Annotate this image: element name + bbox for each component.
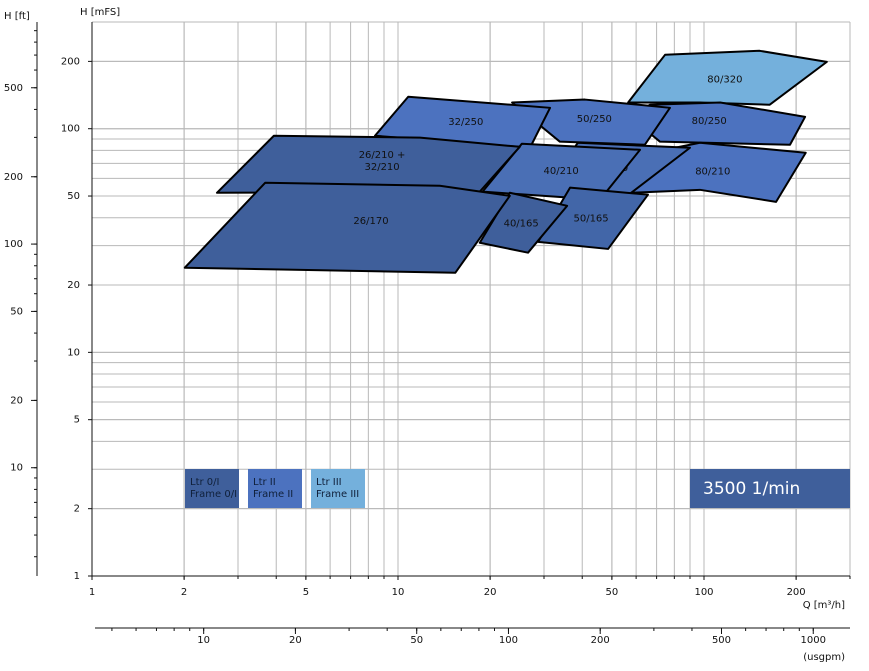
region-label: 32/250 [448, 117, 483, 128]
y2-tick-label: 50 [10, 306, 23, 317]
x-tick-label: 100 [694, 587, 713, 598]
legend-label: Ltr II [253, 477, 276, 488]
x2-tick-label: 100 [499, 635, 518, 646]
operating-region [183, 181, 511, 274]
legend-label: Ltr III [316, 477, 342, 488]
x2-tick-label: 1000 [801, 635, 826, 646]
y2-tick-label: 10 [10, 463, 23, 474]
region-label: 80/320 [707, 75, 742, 86]
y2-tick-label: 200 [4, 172, 23, 183]
speed-box [690, 469, 850, 508]
legend-label: Frame 0/I [190, 489, 237, 500]
legend-swatch [185, 469, 239, 508]
legend-label: Ltr 0/I [190, 477, 219, 488]
region-label: 26/170 [353, 216, 388, 227]
y-tick-label: 200 [61, 56, 80, 67]
y-tick-label: 10 [67, 347, 80, 358]
region-label: 80/250 [692, 116, 727, 127]
y-tick-label: 20 [67, 280, 80, 291]
region-label: 80/210 [695, 167, 730, 178]
operating-region [628, 101, 807, 146]
speed-label: 3500 1/min [703, 479, 800, 499]
x-tick-label: 2 [181, 587, 187, 598]
region-label: 40/165 [504, 219, 539, 230]
y-tick-label: 50 [67, 191, 80, 202]
legend-swatch [311, 469, 365, 508]
region-label: 50/165 [573, 213, 608, 224]
x2-tick-label: 20 [289, 635, 302, 646]
x-axis-title: Q [m³/h] [803, 600, 845, 611]
y2-tick-label: 20 [10, 395, 23, 406]
region-label: 32/210 [364, 162, 399, 173]
x-tick-label: 10 [392, 587, 405, 598]
y-tick-label: 1 [74, 571, 80, 582]
legend-label: Frame II [253, 489, 293, 500]
x2-tick-label: 200 [591, 635, 610, 646]
region-label: 50/250 [577, 114, 612, 125]
legend-swatch [248, 469, 302, 508]
x-tick-label: 1 [89, 587, 95, 598]
x2-tick-label: 10 [197, 635, 210, 646]
region-label: 26/210 + [359, 150, 406, 161]
y-tick-label: 100 [61, 124, 80, 135]
y2-tick-label: 500 [4, 83, 23, 94]
y-tick-label: 5 [74, 415, 80, 426]
x2-axis-title: (usgpm) [803, 652, 845, 663]
x2-tick-label: 500 [712, 635, 731, 646]
y2-axis-title: H [ft] [4, 11, 30, 22]
operating-region [511, 98, 671, 146]
y2-tick-label: 100 [4, 239, 23, 250]
region-label: 40/210 [544, 166, 579, 177]
x-tick-label: 5 [303, 587, 309, 598]
x-tick-label: 20 [484, 587, 497, 598]
legend-label: Frame III [316, 489, 359, 500]
y-tick-label: 2 [74, 504, 80, 515]
y-axis-title: H [mFS] [80, 7, 120, 18]
x-tick-label: 200 [787, 587, 806, 598]
x2-tick-label: 50 [410, 635, 423, 646]
x-tick-label: 50 [606, 587, 619, 598]
